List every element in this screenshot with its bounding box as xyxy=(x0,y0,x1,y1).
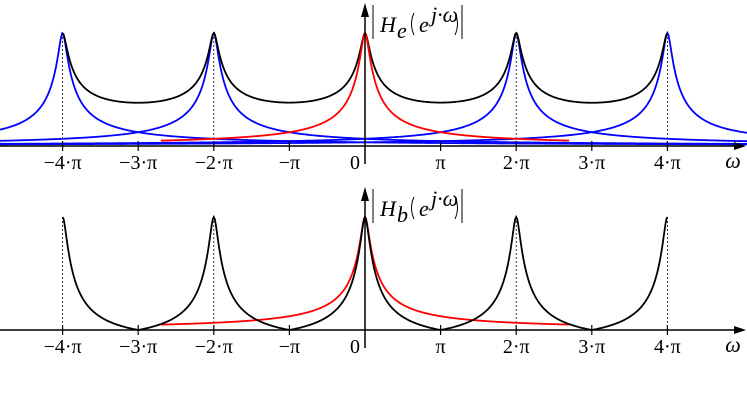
tick-label: −π xyxy=(279,336,300,358)
title-subscript: b xyxy=(397,202,408,227)
tick-label: 0 xyxy=(350,152,360,174)
title-arg-exponent: j·ω xyxy=(428,2,458,27)
tick-label: 0 xyxy=(350,336,360,358)
tick-label: 2·π xyxy=(503,336,530,358)
x-axis-label: ω xyxy=(725,148,741,173)
shifted-copy-curve xyxy=(0,31,747,145)
y-axis-arrow-icon xyxy=(361,187,369,201)
tick-label: 3·π xyxy=(578,336,605,358)
x-axis-label: ω xyxy=(725,332,741,357)
tick-label: 4·π xyxy=(654,336,681,358)
title-arg-base: e xyxy=(419,12,429,37)
title-function-name: H xyxy=(379,196,397,221)
tick-label: −2·π xyxy=(195,336,233,358)
paren-right xyxy=(454,196,458,220)
title-function-name: H xyxy=(379,12,397,37)
tick-label: −3·π xyxy=(119,336,157,358)
tick-label: π xyxy=(436,336,446,358)
shifted-copy-curve xyxy=(0,30,747,146)
tick-label: 3·π xyxy=(578,152,605,174)
panel-hb: −4·π −3·π −2·π −π 0 π 2·π 3·π 4·π ω H b e j·ω xyxy=(0,186,746,358)
tick-label: 4·π xyxy=(654,152,681,174)
tick-label: −3·π xyxy=(119,152,157,174)
tick-label: −π xyxy=(279,152,300,174)
x-axis-arrow-icon xyxy=(734,326,746,334)
tick-label: 2·π xyxy=(503,152,530,174)
tick-label: −4·π xyxy=(44,152,82,174)
title-arg-base: e xyxy=(419,196,429,221)
panel-he: −4·π −3·π −2·π −π 0 π 2·π 3·π 4·π ωH e e j·ω xyxy=(0,2,747,174)
tick-label: −4·π xyxy=(44,336,82,358)
title-subscript: e xyxy=(397,18,407,43)
x-axis-arrow-icon xyxy=(734,142,746,150)
shifted-copy-curve xyxy=(0,31,747,146)
tick-label: −2·π xyxy=(195,152,233,174)
title-arg-exponent: j·ω xyxy=(428,186,458,211)
paren-right xyxy=(454,12,458,36)
tick-label: π xyxy=(436,152,446,174)
shifted-copy-curve xyxy=(0,32,747,145)
paren-left xyxy=(411,12,415,36)
y-axis-arrow-icon xyxy=(361,3,369,17)
paren-left xyxy=(411,196,415,220)
